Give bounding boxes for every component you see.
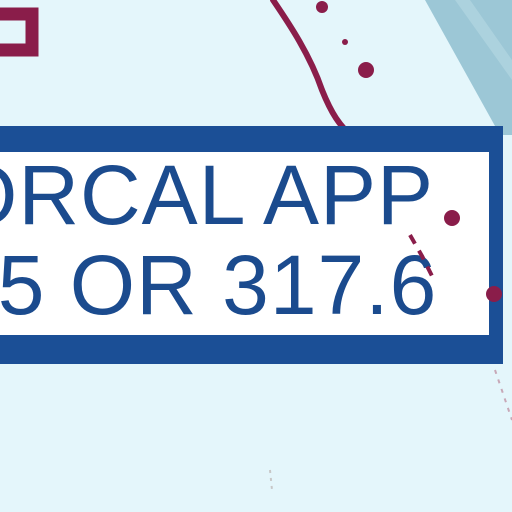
airport-symbol <box>0 7 39 57</box>
airspace-boundary <box>270 0 353 138</box>
airspace-dot <box>444 210 460 226</box>
frequency-box <box>0 152 489 335</box>
airspace-dot <box>316 1 328 13</box>
route-band-edge <box>455 0 512 80</box>
airspace-boundary-lower <box>408 234 434 277</box>
faint-boundary <box>269 469 273 491</box>
airspace-dot <box>486 286 502 302</box>
approach-frequency-label: 95 OR 317.6 <box>0 238 438 332</box>
airspace-dot <box>358 62 374 78</box>
approach-name-label: ORCAL APP <box>0 148 435 242</box>
airspace-dot <box>342 39 348 45</box>
